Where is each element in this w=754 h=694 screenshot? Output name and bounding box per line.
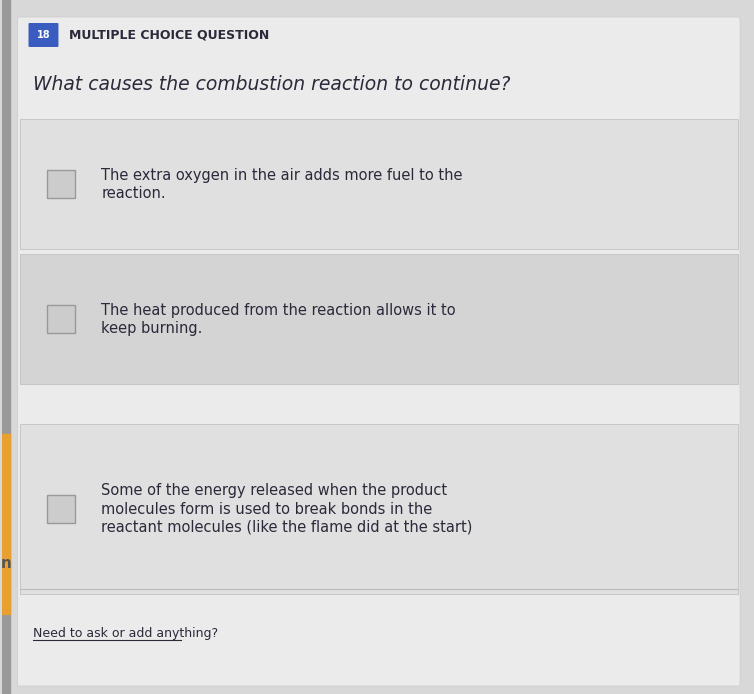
Text: The extra oxygen in the air adds more fuel to the: The extra oxygen in the air adds more fu… bbox=[101, 167, 463, 183]
FancyBboxPatch shape bbox=[29, 23, 59, 47]
FancyBboxPatch shape bbox=[20, 424, 738, 594]
FancyBboxPatch shape bbox=[48, 305, 75, 333]
Text: Some of the energy released when the product: Some of the energy released when the pro… bbox=[101, 484, 447, 498]
Bar bbox=[2, 434, 10, 614]
Text: What causes the combustion reaction to continue?: What causes the combustion reaction to c… bbox=[33, 74, 511, 94]
FancyBboxPatch shape bbox=[20, 254, 738, 384]
Text: 18: 18 bbox=[37, 30, 51, 40]
Text: molecules form is used to break bonds in the: molecules form is used to break bonds in… bbox=[101, 502, 433, 516]
Text: reaction.: reaction. bbox=[101, 185, 166, 201]
Bar bbox=[2, 0, 10, 694]
Text: n: n bbox=[1, 557, 12, 571]
FancyBboxPatch shape bbox=[48, 495, 75, 523]
Text: keep burning.: keep burning. bbox=[101, 321, 203, 335]
FancyBboxPatch shape bbox=[20, 119, 738, 249]
Text: reactant molecules (like the flame did at the start): reactant molecules (like the flame did a… bbox=[101, 520, 473, 534]
FancyBboxPatch shape bbox=[17, 17, 740, 686]
Text: The heat produced from the reaction allows it to: The heat produced from the reaction allo… bbox=[101, 303, 456, 317]
Text: Need to ask or add anything?: Need to ask or add anything? bbox=[33, 627, 219, 641]
Text: MULTIPLE CHOICE QUESTION: MULTIPLE CHOICE QUESTION bbox=[69, 28, 270, 42]
FancyBboxPatch shape bbox=[48, 170, 75, 198]
